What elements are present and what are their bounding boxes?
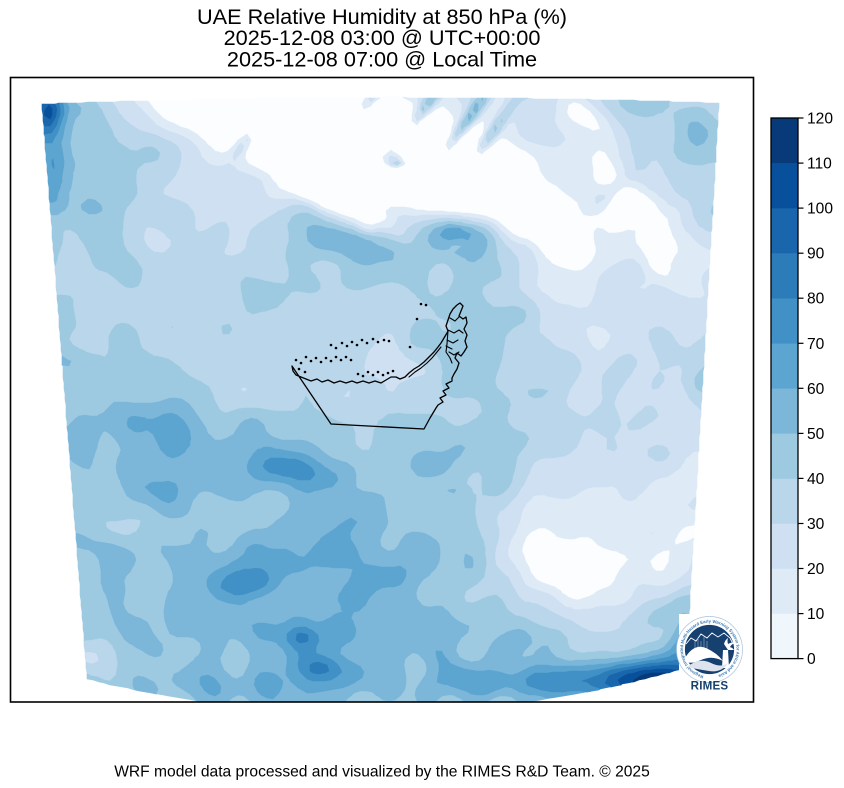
svg-text:UAE Relative Humidity at 850 h: UAE Relative Humidity at 850 hPa (%) [197, 4, 567, 29]
svg-text:20: 20 [807, 561, 825, 578]
svg-text:120: 120 [807, 111, 833, 128]
svg-text:WRF model data processed and v: WRF model data processed and visualized … [114, 764, 650, 781]
svg-text:2025-12-08 03:00 @ UTC+00:00: 2025-12-08 03:00 @ UTC+00:00 [224, 25, 541, 50]
svg-text:60: 60 [807, 381, 825, 398]
svg-text:RIMES: RIMES [691, 680, 729, 693]
svg-text:100: 100 [807, 201, 833, 218]
svg-text:0: 0 [807, 651, 816, 668]
svg-text:80: 80 [807, 291, 825, 308]
svg-text:30: 30 [807, 516, 825, 533]
svg-text:2025-12-08 07:00 @ Local Time: 2025-12-08 07:00 @ Local Time [227, 46, 537, 71]
svg-text:70: 70 [807, 336, 825, 353]
svg-text:10: 10 [807, 606, 825, 623]
svg-text:40: 40 [807, 471, 825, 488]
svg-text:90: 90 [807, 246, 825, 263]
svg-text:110: 110 [807, 156, 832, 173]
svg-text:50: 50 [807, 426, 825, 443]
